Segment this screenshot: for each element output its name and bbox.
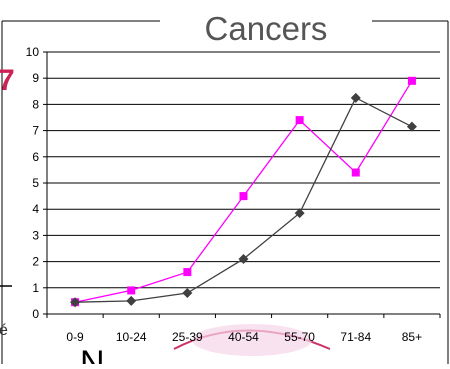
data-point-series-2: [406, 121, 417, 132]
background-fragment-number: 7: [0, 64, 15, 97]
y-tick-label: 7: [32, 124, 39, 138]
background-highlight: [192, 324, 312, 356]
slide-frame: [1, 20, 449, 364]
x-tick-label: 25-39: [172, 330, 203, 344]
data-point-series-2: [294, 208, 305, 219]
chart-title: Cancers: [205, 10, 328, 47]
data-point-series-1: [239, 192, 248, 201]
data-point-series-2: [70, 297, 81, 308]
title-background: [196, 14, 336, 30]
y-tick-label: 3: [32, 228, 39, 242]
data-point-series-1: [407, 76, 416, 85]
data-point-series-1: [351, 168, 360, 177]
y-tick-label: 1: [32, 281, 39, 295]
gridlines: [47, 51, 440, 289]
data-point-series-2: [182, 288, 193, 299]
data-point-series-2: [238, 253, 249, 264]
x-tick-label: 40-54: [228, 330, 259, 344]
y-tick-label: 9: [32, 71, 39, 85]
x-tick-label: 55-70: [284, 330, 315, 344]
background-bottom-text: N: [80, 344, 105, 364]
data-point-series-2: [350, 92, 361, 103]
y-tick-label: 6: [32, 150, 39, 164]
x-axis-ticks: 0-9 10-24 25-39 40-54 55-70 71-84 85+: [46, 314, 441, 344]
y-tick-label: 5: [32, 176, 39, 190]
x-tick-label: 10-24: [116, 330, 147, 344]
x-tick-label: 0-9: [66, 330, 84, 344]
series-group: [70, 76, 417, 308]
data-point-series-1: [295, 116, 304, 125]
data-point-series-1: [183, 268, 192, 277]
data-point-series-1: [127, 286, 136, 295]
y-tick-label: 8: [32, 97, 39, 111]
y-tick-label: 10: [26, 45, 40, 59]
data-point-series-2: [126, 295, 137, 306]
x-tick-label: 71-84: [340, 330, 371, 344]
x-tick-label: 85+: [402, 330, 422, 344]
y-tick-label: 0: [32, 307, 39, 321]
y-tick-label: 2: [32, 255, 39, 269]
series-line-1: [74, 80, 413, 303]
background-fragment-letter: é: [0, 322, 8, 339]
y-tick-label: 4: [32, 202, 39, 216]
y-axis-ticks: 0 1 2 3 4 5 6 7 8 9 10: [26, 45, 47, 321]
